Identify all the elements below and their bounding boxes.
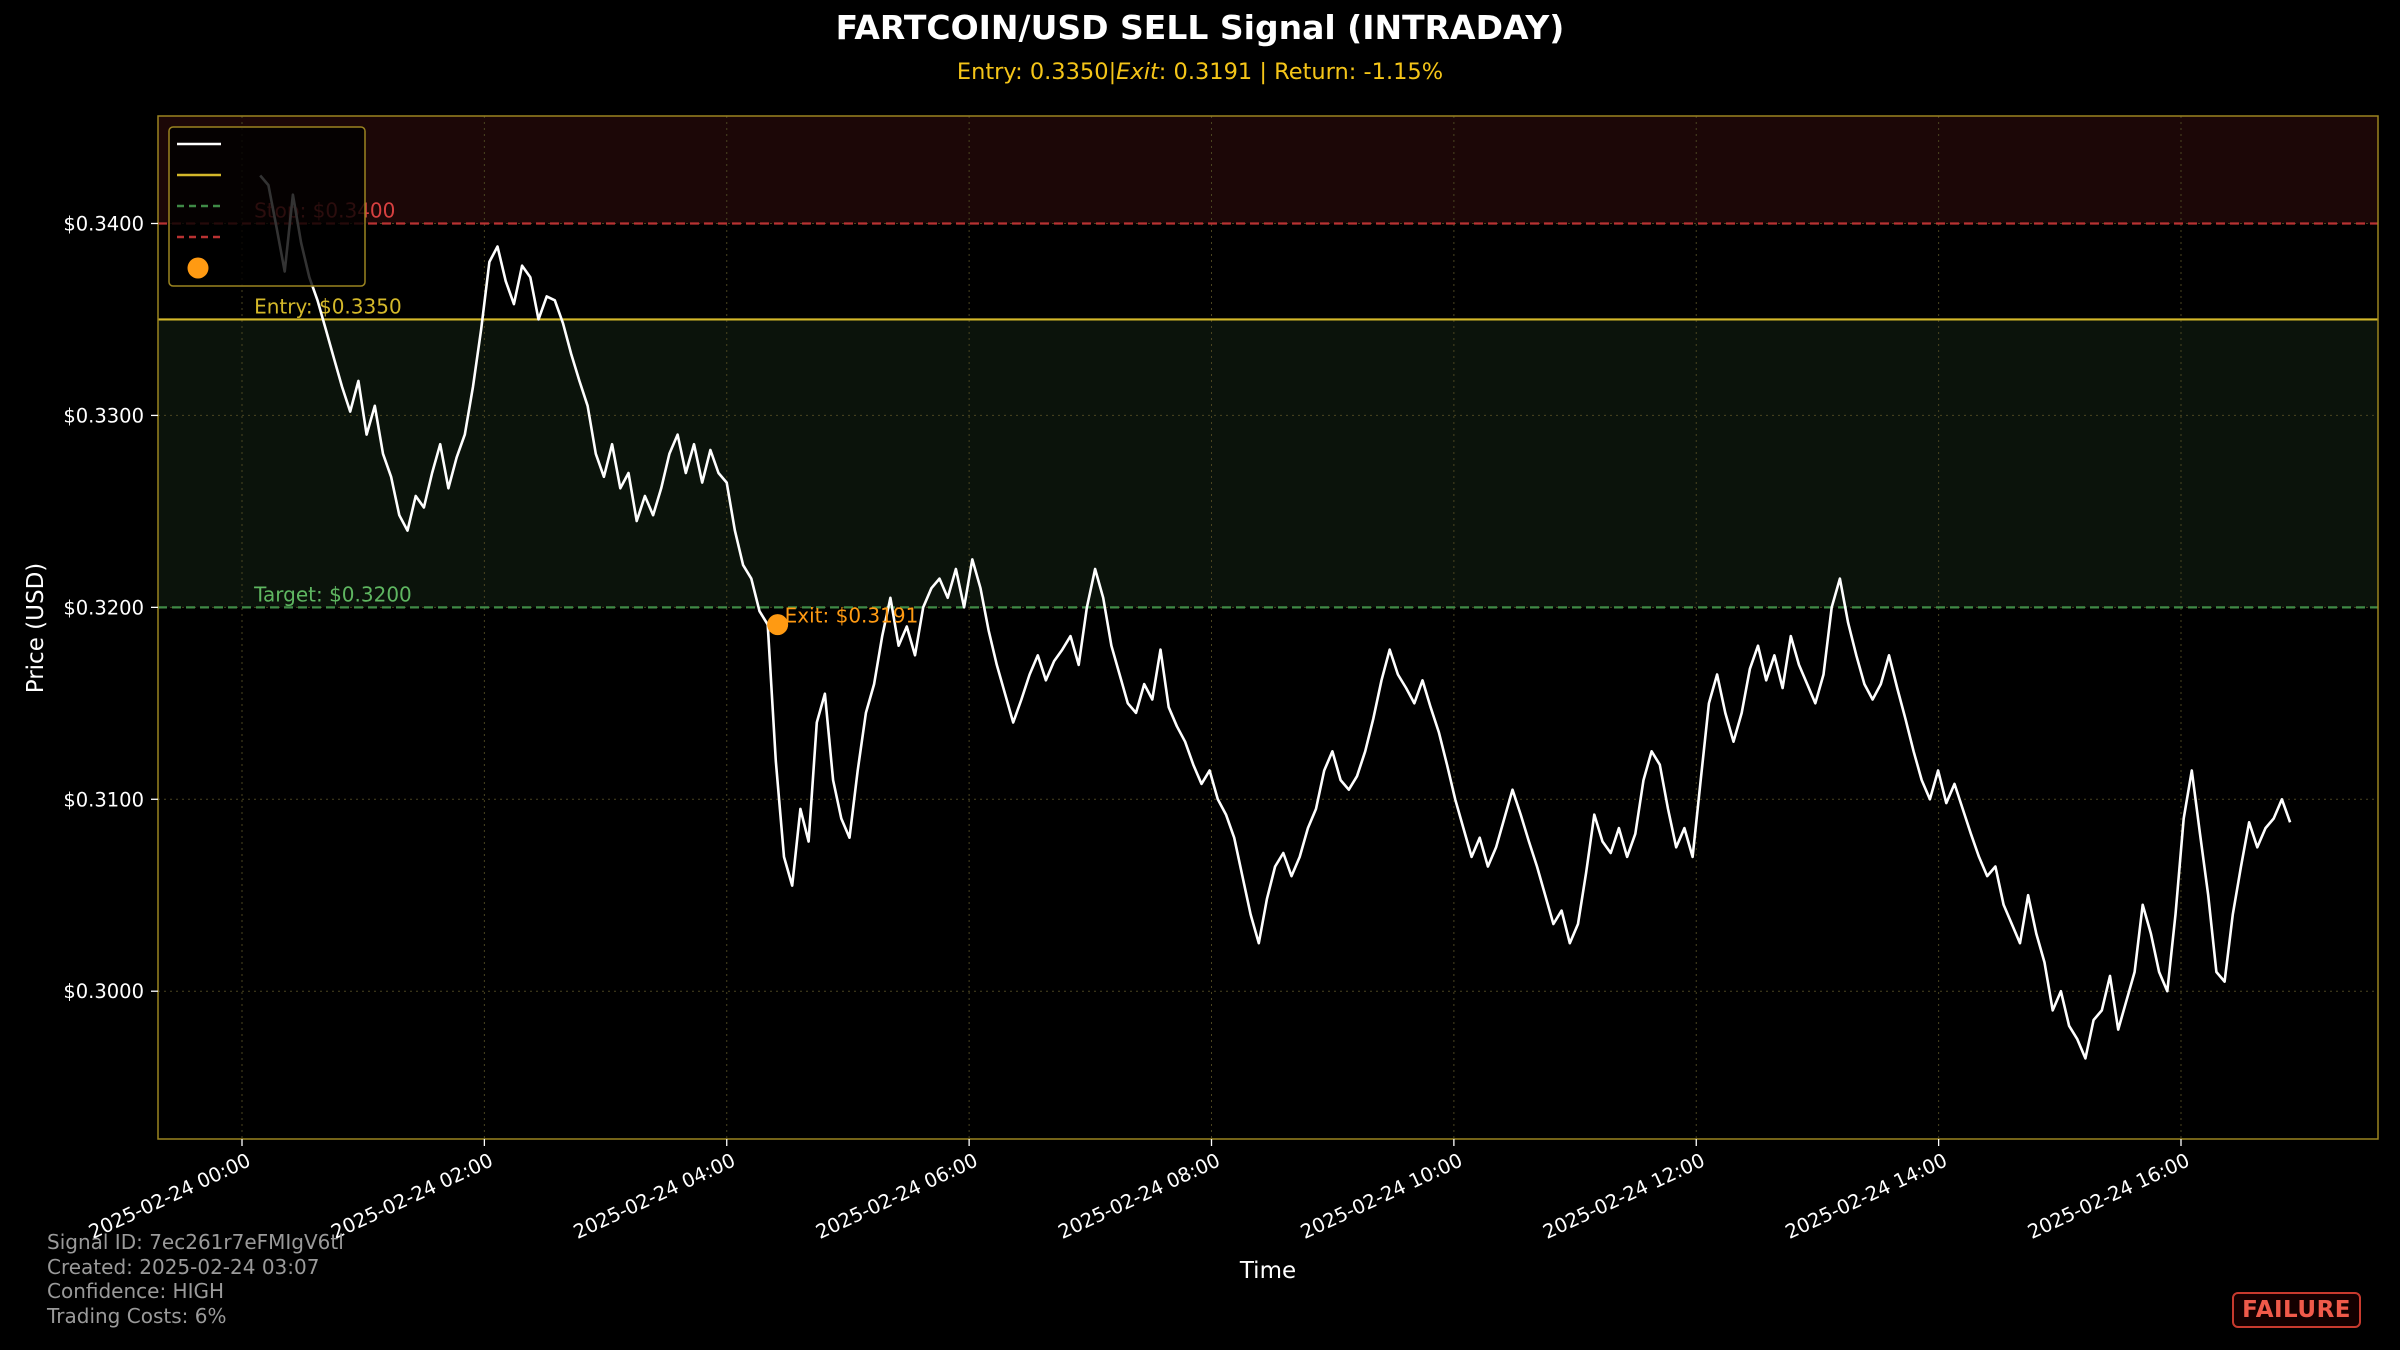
zones: [158, 116, 2378, 608]
chart-title: FARTCOIN/USD SELL Signal (INTRADAY): [836, 8, 1565, 47]
y-axis: $0.3000 $0.3100 $0.3200 $0.3300 $0.3400: [63, 212, 158, 1003]
price-series: [259, 174, 2292, 1060]
y-tick-label: $0.3200: [63, 596, 144, 619]
loss-zone: [158, 116, 2378, 224]
status-badge: FAILURE: [2232, 1292, 2361, 1328]
markers: Exit: $0.3191: [767, 604, 918, 636]
exit-marker: [767, 614, 789, 636]
trading-costs: Trading Costs: 6%: [47, 1303, 227, 1328]
legend-exit: [187, 257, 209, 279]
legend-box: [168, 126, 366, 287]
created-date: Created: 2025-02-24 03:07: [47, 1254, 320, 1279]
signal-id: Signal ID: 7ec261r7eFMIgV6tl: [47, 1230, 344, 1254]
confidence: Confidence: HIGH: [47, 1279, 225, 1303]
y-tick-label: $0.3400: [63, 212, 144, 235]
x-axis-label: Time: [1239, 1258, 1296, 1284]
y-axis-label: Price (USD): [23, 563, 49, 694]
exit-label: Exit: $0.3191: [785, 604, 919, 628]
profit-zone: [158, 319, 2378, 608]
price-line: [259, 174, 2292, 1060]
legend: [168, 126, 366, 287]
plot-frame: [157, 115, 2379, 1140]
y-tick-label: $0.3100: [63, 788, 144, 811]
y-tick-label: $0.3000: [63, 980, 144, 1003]
y-tick-label: $0.3300: [63, 404, 144, 427]
signal-info: Signal ID: 7ec261r7eFMIgV6tl Created: 20…: [47, 1230, 344, 1328]
entry-label: Entry: $0.3350: [254, 294, 402, 318]
target-label: Target: $0.3200: [253, 582, 412, 606]
chart-subtitle: Entry: 0.3350|Exit: 0.3191 | Return: -1.…: [957, 59, 1443, 85]
